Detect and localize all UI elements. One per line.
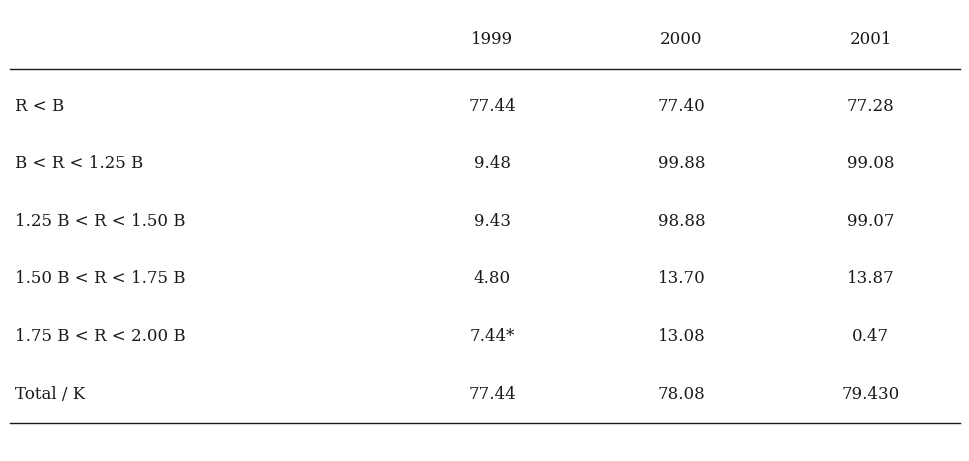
Text: 9.48: 9.48 [473,155,511,172]
Text: B < R < 1.25 B: B < R < 1.25 B [15,155,142,172]
Text: 4.80: 4.80 [473,271,511,287]
Text: 99.88: 99.88 [657,155,704,172]
Text: 77.28: 77.28 [846,98,893,114]
Text: 98.88: 98.88 [657,213,704,230]
Text: 13.70: 13.70 [657,271,704,287]
Text: 0.47: 0.47 [851,328,889,345]
Text: R < B: R < B [15,98,64,114]
Text: 99.08: 99.08 [846,155,893,172]
Text: 13.08: 13.08 [657,328,704,345]
Text: 1.75 B < R < 2.00 B: 1.75 B < R < 2.00 B [15,328,185,345]
Text: 9.43: 9.43 [473,213,511,230]
Text: 7.44*: 7.44* [469,328,515,345]
Text: 77.44: 77.44 [468,98,516,114]
Text: 77.40: 77.40 [657,98,704,114]
Text: 1.50 B < R < 1.75 B: 1.50 B < R < 1.75 B [15,271,185,287]
Text: 13.87: 13.87 [846,271,893,287]
Text: 77.44: 77.44 [468,386,516,402]
Text: 99.07: 99.07 [846,213,893,230]
Text: Total / K: Total / K [15,386,84,402]
Text: 1999: 1999 [471,31,513,47]
Text: 78.08: 78.08 [657,386,704,402]
Text: 2000: 2000 [660,31,702,47]
Text: 2001: 2001 [849,31,891,47]
Text: 1.25 B < R < 1.50 B: 1.25 B < R < 1.50 B [15,213,185,230]
Text: 79.430: 79.430 [840,386,899,402]
